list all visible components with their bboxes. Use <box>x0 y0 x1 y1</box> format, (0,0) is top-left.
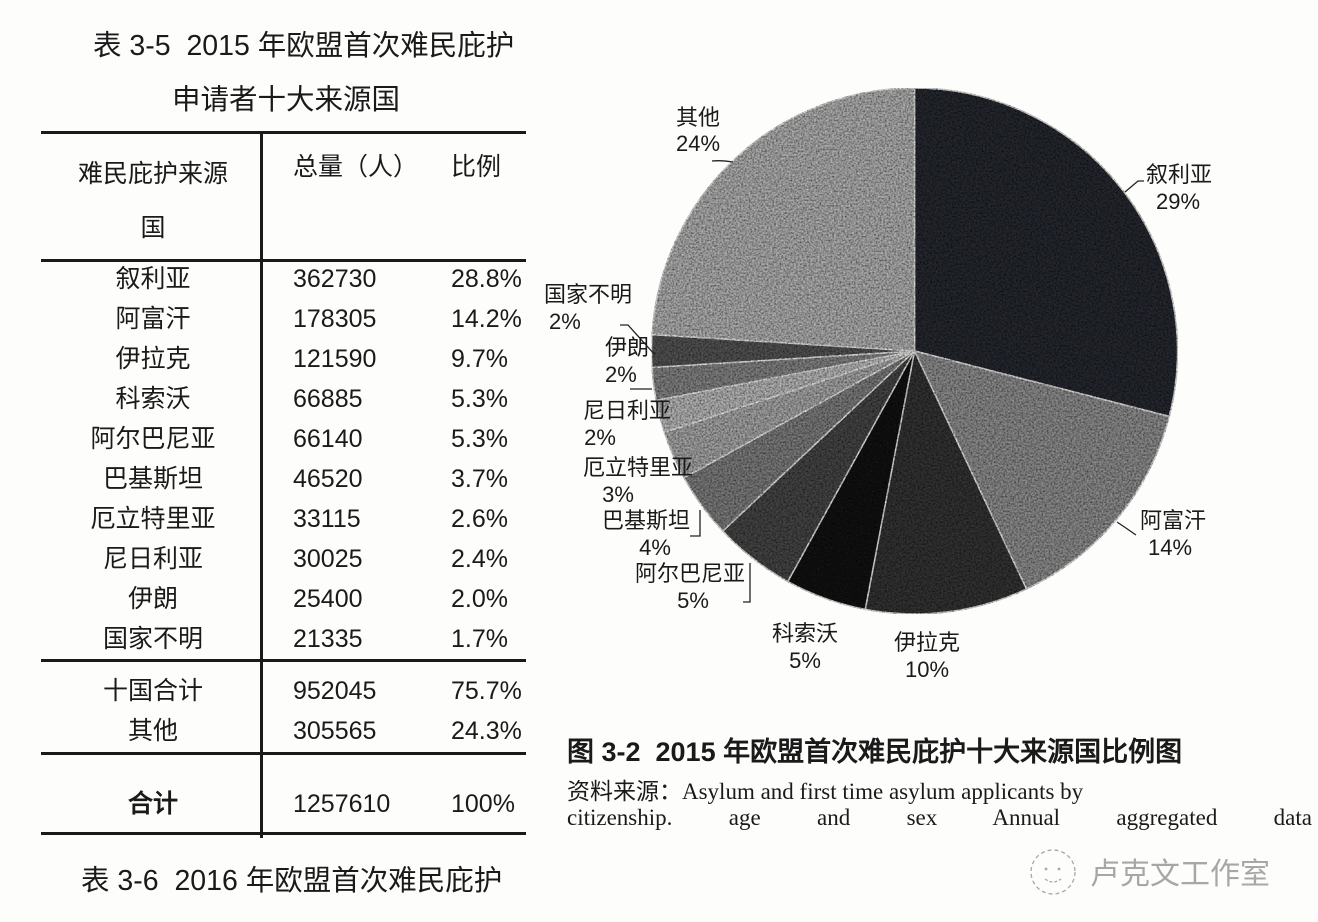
svg-text:24%: 24% <box>676 131 720 156</box>
svg-text:厄立特里亚: 厄立特里亚 <box>583 455 693 480</box>
svg-text:其他: 其他 <box>676 105 720 130</box>
svg-text:5%: 5% <box>677 588 709 613</box>
svg-text:2%: 2% <box>584 425 616 450</box>
svg-text:29%: 29% <box>1156 189 1200 214</box>
svg-text:国家不明: 国家不明 <box>544 282 632 307</box>
svg-text:2%: 2% <box>605 362 637 387</box>
svg-text:10%: 10% <box>905 657 949 682</box>
svg-text:14%: 14% <box>1148 535 1192 560</box>
svg-text:阿尔巴尼亚: 阿尔巴尼亚 <box>635 561 745 586</box>
svg-text:科索沃: 科索沃 <box>772 621 838 646</box>
svg-text:阿富汗: 阿富汗 <box>1140 508 1206 533</box>
svg-text:伊拉克: 伊拉克 <box>894 630 960 655</box>
svg-text:4%: 4% <box>639 535 671 560</box>
svg-text:3%: 3% <box>602 482 634 507</box>
svg-text:尼日利亚: 尼日利亚 <box>583 398 671 423</box>
svg-text:伊朗: 伊朗 <box>605 335 649 360</box>
svg-text:巴基斯坦: 巴基斯坦 <box>602 508 690 533</box>
svg-text:卢克文工作室: 卢克文工作室 <box>1090 858 1270 891</box>
svg-text:叙利亚: 叙利亚 <box>1146 162 1212 187</box>
svg-text:2%: 2% <box>549 309 581 334</box>
svg-text:5%: 5% <box>789 648 821 673</box>
